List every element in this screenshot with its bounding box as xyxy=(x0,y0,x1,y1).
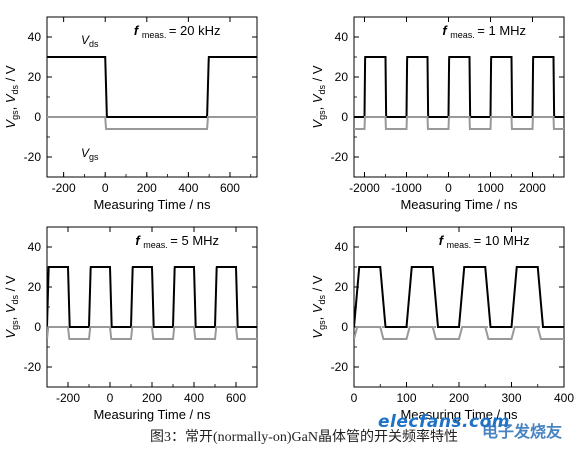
y-tick-label: -20 xyxy=(331,150,349,164)
x-tick-label: 400 xyxy=(178,181,198,195)
y-tick-label: 40 xyxy=(28,30,42,44)
x-tick-label: 600 xyxy=(220,181,240,195)
y-tick-label: 20 xyxy=(28,280,42,294)
y-tick-label: 0 xyxy=(341,110,348,124)
y-tick-label: 20 xyxy=(28,70,42,84)
series-line-vds xyxy=(354,56,564,118)
x-tick-label: 0 xyxy=(445,181,452,195)
x-axis-label: Measuring Time / ns xyxy=(93,407,211,422)
x-tick-label: 400 xyxy=(554,391,574,405)
plot-frame xyxy=(353,226,565,388)
y-axis-label: Vgs​, Vds​ / V xyxy=(3,275,20,338)
frequency-annotation: f meas. = 10 MHz xyxy=(439,233,530,250)
series-label-vgs: Vgs xyxy=(81,146,99,162)
watermark: elecfans.com 电子发烧友 xyxy=(378,408,578,444)
y-tick-label: 0 xyxy=(34,320,41,334)
x-axis-label: Measuring Time / ns xyxy=(93,197,211,212)
x-tick-label: 200 xyxy=(449,391,469,405)
x-tick-label: 0 xyxy=(102,181,109,195)
y-tick-label: 40 xyxy=(28,240,42,254)
x-tick-label: 100 xyxy=(396,391,416,405)
x-tick-label: -1000 xyxy=(391,181,422,195)
y-tick-label: -20 xyxy=(24,360,42,374)
y-tick-label: -20 xyxy=(331,360,349,374)
series-line-vds xyxy=(354,266,564,328)
watermark-logo: elecfans.com xyxy=(378,412,510,432)
x-tick-label: 200 xyxy=(142,391,162,405)
x-tick-label: -200 xyxy=(56,391,80,405)
y-axis-label: Vgs​, Vds​ / V xyxy=(310,65,327,128)
y-tick-label: 20 xyxy=(335,70,349,84)
y-tick-label: 40 xyxy=(335,30,349,44)
x-tick-label: 400 xyxy=(184,391,204,405)
x-tick-label: -2000 xyxy=(349,181,380,195)
series-line-vgs xyxy=(354,116,564,130)
y-tick-label: 20 xyxy=(335,280,349,294)
series-line-vgs xyxy=(47,326,257,340)
x-tick-label: -200 xyxy=(52,181,76,195)
chart-panel-4: 0 100 200 300 400 -20 0 20 40 Measuring Time / ns… xyxy=(310,226,574,422)
x-tick-label: 2000 xyxy=(519,181,546,195)
caption-text: 图3：常开(normally-on)GaN晶体管的开关频率特性 xyxy=(150,430,458,445)
frequency-annotation: f meas. = 20 kHz xyxy=(134,23,221,40)
watermark-cn: 电子发烧友 xyxy=(482,422,563,441)
y-tick-label: -20 xyxy=(24,150,42,164)
series-line-vds xyxy=(47,56,257,118)
x-tick-label: 200 xyxy=(137,181,157,195)
chart-panel-2: -2000 -1000 0 1000 2000 -20 0 20 40 Measuring Tim… xyxy=(310,16,565,212)
y-tick-label: 40 xyxy=(335,240,349,254)
x-axis-label: Measuring Time / ns xyxy=(400,197,518,212)
plot-frame xyxy=(46,16,258,178)
series-line-vgs xyxy=(47,116,257,130)
y-tick-label: 0 xyxy=(341,320,348,334)
x-tick-label: 600 xyxy=(226,391,246,405)
x-tick-label: 1000 xyxy=(477,181,504,195)
y-axis-label: Vgs​, Vds​ / V xyxy=(310,275,327,338)
y-tick-label: 0 xyxy=(34,110,41,124)
x-tick-label: 0 xyxy=(107,391,114,405)
series-line-vgs xyxy=(354,326,564,340)
series-label-vds: Vds xyxy=(81,33,99,49)
figure-caption: 图3：常开(normally-on)GaN晶体管的开关频率特性 xyxy=(0,424,579,446)
x-axis-label: Measuring Time / ns xyxy=(400,407,518,422)
series-line-vds xyxy=(47,266,257,328)
frequency-annotation: f meas. = 1 MHz xyxy=(442,23,526,40)
plot-frame xyxy=(46,226,258,388)
frequency-annotation: f meas. = 5 MHz xyxy=(135,233,219,250)
y-axis-label: Vgs​, Vds​ / V xyxy=(3,65,20,128)
x-tick-label: 0 xyxy=(351,391,358,405)
x-tick-label: 300 xyxy=(501,391,521,405)
